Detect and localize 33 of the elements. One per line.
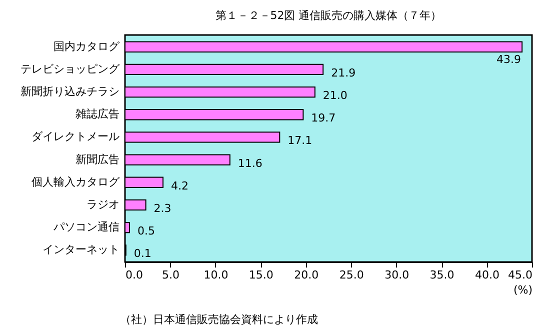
data-label: 19.7 — [311, 112, 336, 125]
x-tick-label: 15.0 — [248, 268, 274, 282]
y-tick-label: ラジオ — [86, 198, 120, 211]
y-tick-label: 新聞広告 — [76, 152, 120, 166]
x-tick-label: 25.0 — [339, 268, 364, 282]
x-tick-label: 20.0 — [294, 268, 319, 282]
y-tick-label: パソコン通信 — [52, 220, 120, 234]
x-tick-label: 35.0 — [430, 268, 454, 282]
data-label: 0.1 — [134, 247, 152, 260]
y-tick-label: インターネット — [42, 243, 120, 256]
data-label: 0.5 — [138, 224, 156, 238]
y-tick-label: 新聞折り込みチラシ — [20, 85, 120, 98]
data-label: 43.9 — [496, 52, 522, 66]
data-label: 17.1 — [288, 134, 312, 148]
x-tick-label: 45.0 — [508, 268, 532, 282]
chart-title: 第１－２－52図 通信販売の購入媒体（７年） — [215, 9, 442, 22]
x-tick-label: 30.0 — [384, 268, 410, 282]
data-label: 11.6 — [238, 156, 262, 170]
y-tick-label: テレビショッピング — [20, 62, 120, 76]
data-label: 4.2 — [170, 179, 188, 192]
y-tick-label: 国内カタログ — [54, 40, 120, 53]
data-label: 2.3 — [154, 202, 172, 215]
x-tick-label: 5.0 — [162, 268, 180, 282]
x-tick-label: 10.0 — [204, 268, 228, 282]
data-label: 21.9 — [331, 66, 356, 80]
x-axis-title: (%) — [513, 284, 532, 296]
text: （社）日本通信販売協会資料により作成 — [120, 313, 318, 326]
x-tick-label: 0.0 — [126, 268, 143, 282]
y-tick-label: 個人輸入カタログ — [32, 175, 120, 188]
y-tick-label: 雑誌広告 — [76, 108, 120, 121]
data-label: 21.0 — [322, 89, 348, 102]
y-tick-label: ダイレクトメール — [32, 130, 120, 144]
x-tick-label: 40.0 — [475, 268, 500, 282]
